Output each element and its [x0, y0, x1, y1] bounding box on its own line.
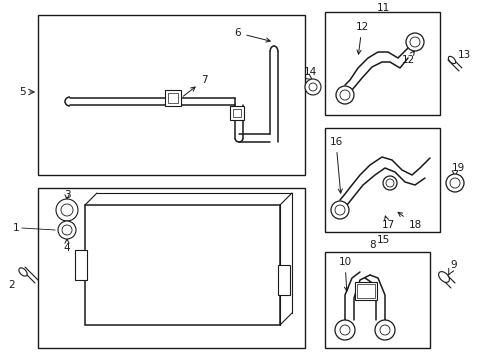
Text: 15: 15 [376, 235, 390, 245]
Ellipse shape [439, 271, 449, 282]
Circle shape [56, 199, 78, 221]
Text: 5: 5 [19, 87, 25, 97]
Bar [355, 282, 377, 300]
Circle shape [380, 325, 390, 335]
Text: 10: 10 [339, 257, 351, 291]
Text: 12: 12 [401, 51, 415, 65]
Bar [165, 90, 181, 106]
Circle shape [410, 37, 420, 47]
Bar [230, 106, 244, 120]
Text: 16: 16 [329, 137, 343, 193]
Bar [38, 15, 305, 175]
Text: 7: 7 [183, 75, 208, 96]
Text: 9: 9 [451, 260, 457, 270]
Text: 14: 14 [303, 67, 317, 77]
Bar [75, 250, 87, 280]
Circle shape [450, 178, 460, 188]
Circle shape [58, 221, 76, 239]
Bar [325, 252, 430, 348]
Circle shape [335, 320, 355, 340]
Circle shape [383, 176, 397, 190]
Bar [325, 128, 440, 232]
Text: 19: 19 [451, 163, 465, 173]
Text: 18: 18 [398, 212, 421, 230]
Circle shape [309, 83, 317, 91]
Text: 3: 3 [64, 190, 70, 200]
Text: 8: 8 [369, 240, 376, 250]
Text: 6: 6 [235, 28, 270, 42]
Bar [168, 93, 178, 103]
Text: 1: 1 [13, 223, 19, 233]
Bar [85, 205, 280, 325]
Circle shape [340, 325, 350, 335]
Bar [38, 188, 305, 348]
Bar [233, 109, 241, 117]
Circle shape [335, 205, 345, 215]
Text: 11: 11 [376, 3, 390, 13]
Circle shape [305, 79, 321, 95]
Text: 2: 2 [9, 280, 15, 290]
Bar [278, 265, 290, 295]
Ellipse shape [448, 57, 456, 64]
Circle shape [386, 179, 394, 187]
Text: 12: 12 [355, 22, 368, 54]
Circle shape [446, 174, 464, 192]
Circle shape [406, 33, 424, 51]
Bar [357, 284, 375, 298]
Text: 13: 13 [457, 50, 470, 60]
Text: 17: 17 [381, 216, 394, 230]
Circle shape [331, 201, 349, 219]
Bar [325, 12, 440, 115]
Ellipse shape [19, 268, 27, 276]
Circle shape [340, 90, 350, 100]
Circle shape [336, 86, 354, 104]
Circle shape [62, 225, 72, 235]
Circle shape [61, 204, 73, 216]
Text: 4: 4 [64, 239, 70, 253]
Circle shape [375, 320, 395, 340]
